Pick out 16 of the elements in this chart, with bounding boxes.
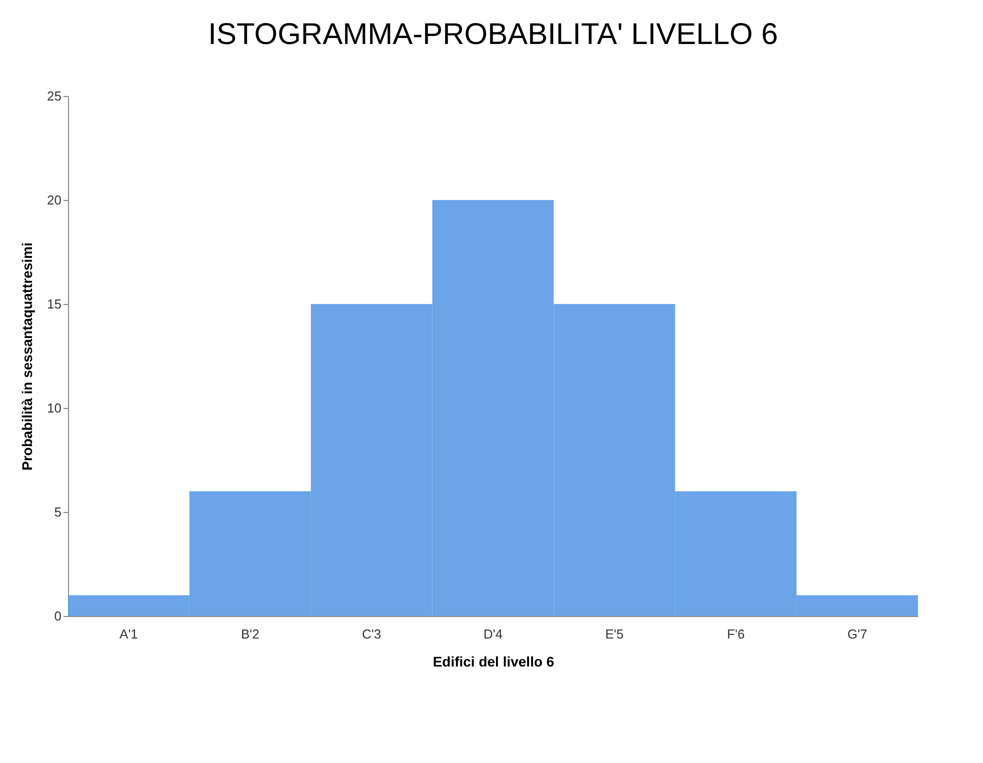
x-tick-label: E'5 bbox=[605, 626, 624, 642]
x-tick-label: B'2 bbox=[240, 626, 260, 642]
y-tick-label: 20 bbox=[47, 192, 62, 208]
x-tick-label: G'7 bbox=[847, 626, 868, 642]
y-tick-label: 0 bbox=[54, 608, 62, 624]
y-tick-label: 25 bbox=[47, 88, 62, 104]
y-tick-label: 15 bbox=[47, 296, 62, 312]
x-tick-label: C'3 bbox=[362, 626, 382, 642]
x-tick-label: D'4 bbox=[483, 626, 503, 642]
x-tick-label: A'1 bbox=[120, 626, 138, 642]
chart-title: ISTOGRAMMA-PROBABILITA' LIVELLO 6 bbox=[208, 18, 778, 51]
x-axis-title: Edifici del livello 6 bbox=[432, 654, 554, 670]
y-tick-label: 10 bbox=[47, 400, 62, 416]
y-axis-title: Probabilità in sessantaquattresimi bbox=[19, 242, 36, 470]
x-tick-label: F'6 bbox=[727, 626, 745, 642]
y-tick-label: 5 bbox=[54, 504, 62, 520]
